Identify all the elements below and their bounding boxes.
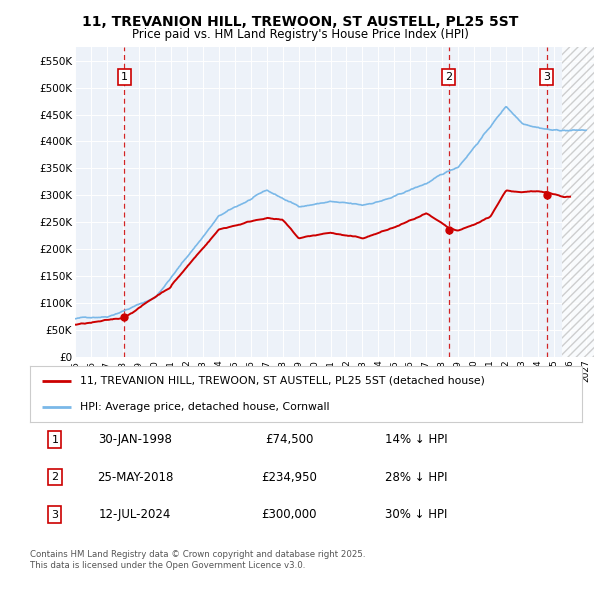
Text: This data is licensed under the Open Government Licence v3.0.: This data is licensed under the Open Gov… [30,560,305,569]
Text: 1: 1 [52,434,58,444]
Text: 1: 1 [121,71,128,81]
Text: 3: 3 [543,71,550,81]
Text: £300,000: £300,000 [262,508,317,521]
Text: Contains HM Land Registry data © Crown copyright and database right 2025.: Contains HM Land Registry data © Crown c… [30,550,365,559]
Text: 2: 2 [445,71,452,81]
Text: £234,950: £234,950 [262,470,317,484]
Text: 14% ↓ HPI: 14% ↓ HPI [385,433,448,446]
Text: 25-MAY-2018: 25-MAY-2018 [97,470,173,484]
Text: £74,500: £74,500 [265,433,314,446]
Text: 30% ↓ HPI: 30% ↓ HPI [385,508,448,521]
Bar [562,47,594,357]
Text: 11, TREVANION HILL, TREWOON, ST AUSTELL, PL25 5ST (detached house): 11, TREVANION HILL, TREWOON, ST AUSTELL,… [80,376,485,386]
Text: Price paid vs. HM Land Registry's House Price Index (HPI): Price paid vs. HM Land Registry's House … [131,28,469,41]
Text: 28% ↓ HPI: 28% ↓ HPI [385,470,448,484]
Text: 2: 2 [51,472,58,482]
Text: HPI: Average price, detached house, Cornwall: HPI: Average price, detached house, Corn… [80,402,329,412]
Text: 3: 3 [52,510,58,520]
Text: 11, TREVANION HILL, TREWOON, ST AUSTELL, PL25 5ST: 11, TREVANION HILL, TREWOON, ST AUSTELL,… [82,15,518,30]
Text: 30-JAN-1998: 30-JAN-1998 [98,433,172,446]
Text: 12-JUL-2024: 12-JUL-2024 [98,508,171,521]
